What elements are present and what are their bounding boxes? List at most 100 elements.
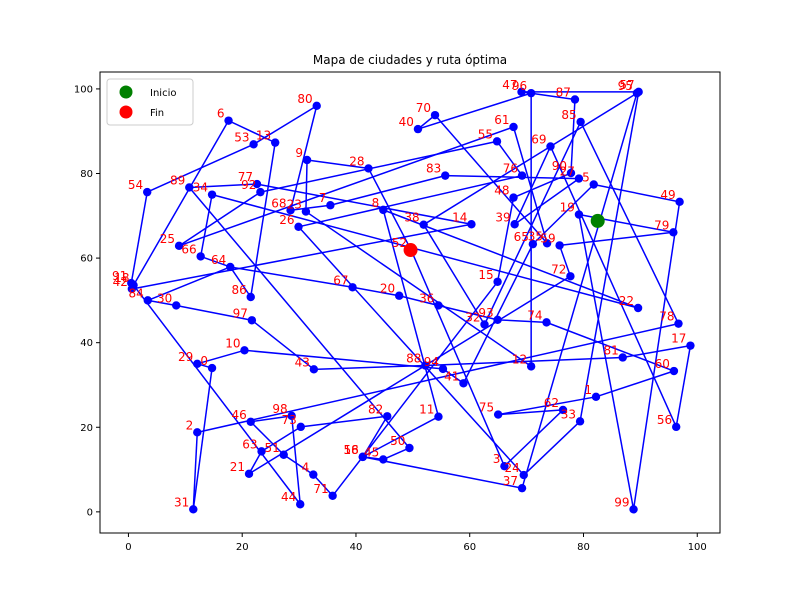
city-label: 39 [495,210,510,224]
city-point [270,138,280,147]
route-segment [188,186,411,449]
city-point [224,116,233,125]
route-segment [228,119,276,144]
city-point [500,461,509,471]
city-label: 16 [344,443,359,457]
route-segment [248,275,571,475]
city-label: 37 [503,474,518,488]
city-point [632,88,642,98]
city-point [189,505,198,514]
city-label: 13 [256,129,271,143]
city-label: 98 [272,402,287,416]
city-point [240,346,249,355]
x-tick-label: 100 [688,542,707,553]
city-point [326,201,335,210]
y-tick-label: 60 [80,254,93,265]
y-tick-label: 20 [80,423,93,434]
city-point [566,272,575,281]
city-point [257,447,266,456]
city-point [207,363,217,373]
x-tick-label: 60 [463,542,476,553]
city-label: 97 [233,306,248,320]
route-segment [330,174,446,206]
route-segment [192,432,199,510]
route-segment [199,194,213,257]
city-point [309,365,319,374]
city-label: 30 [157,291,172,305]
route-segment [410,249,506,467]
city-label: 51 [264,441,279,455]
city-label: 62 [544,396,559,410]
city-point [309,470,318,479]
city-label: 74 [527,308,542,322]
route-segment [558,245,572,277]
city-label: 89 [170,173,185,187]
city-label: 38 [404,211,419,225]
route-segment [434,114,548,244]
city-label: 35 [528,229,543,243]
city-label: 80 [297,92,312,106]
city-label: 59 [540,231,555,245]
route-segment [362,415,388,458]
route-segment [132,284,301,505]
city-label: 31 [174,495,189,509]
y-tick-label: 40 [80,338,93,349]
city-point [618,353,627,362]
city-point [542,318,551,327]
city-point [546,142,555,151]
end-marker [403,243,418,258]
route-segment [513,172,572,199]
city-point [256,187,265,197]
city-label: 63 [242,437,257,451]
city-point [196,252,205,261]
city-point [517,483,527,493]
route-segment [146,143,254,193]
city-point [296,422,305,432]
legend-end-marker [119,105,133,119]
route-segment [498,409,564,416]
city-point [591,392,601,402]
city-point [294,222,303,231]
city-label: 18 [114,271,129,285]
city-point [279,450,288,459]
city-point [143,296,152,305]
city-point [348,283,357,292]
route-segment [305,210,532,367]
city-point [566,168,576,178]
city-point [421,361,430,370]
city-point [246,292,255,302]
route-segment [229,266,252,298]
city-label: 24 [504,461,519,475]
city-point [364,164,373,173]
city-point [287,411,296,421]
route-segment [290,204,331,212]
city-label: 84 [128,286,143,300]
city-point [193,428,202,437]
city-points [127,87,695,514]
route-segment [197,349,245,365]
city-label: 42 [113,275,128,289]
city-label: 8 [372,196,380,210]
city-point [555,241,564,250]
city-point [244,469,254,478]
route-segment [197,322,679,434]
city-point [312,101,321,111]
city-point [252,179,262,189]
city-point [193,359,202,369]
route-segment [423,224,486,325]
city-point [174,241,184,251]
city-label: 79 [654,218,669,232]
route-segment [260,140,498,193]
route-segment [147,299,177,307]
route-segment [251,319,315,370]
city-label: 45 [364,445,379,459]
route-segment [248,451,263,475]
city-label: 26 [279,213,294,227]
city-label: 54 [128,178,143,192]
city-label: 60 [655,357,670,371]
route-segment [399,295,439,307]
city-point [301,207,311,216]
city-point [127,278,136,288]
route-segment [593,183,680,203]
